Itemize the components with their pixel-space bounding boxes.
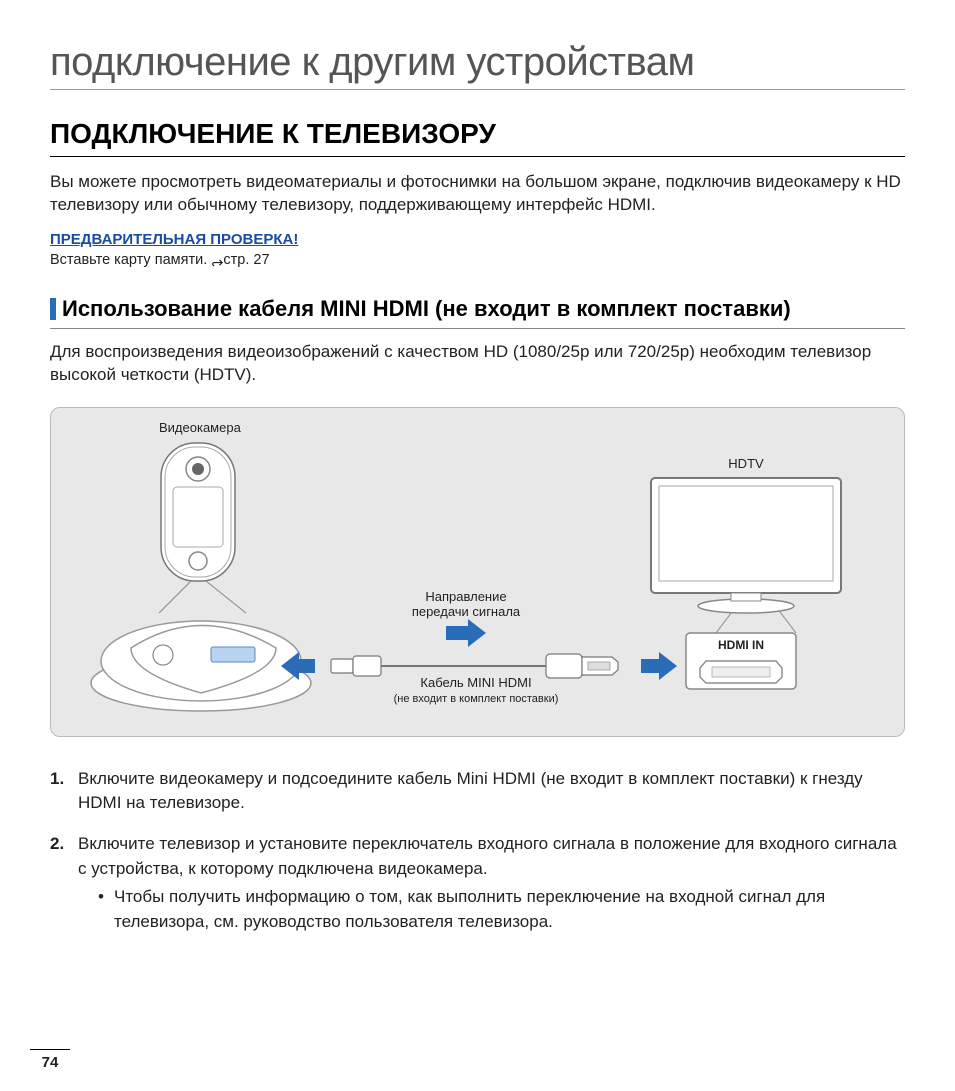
diagram-signal-label: Направление передачи сигнала bbox=[411, 590, 521, 620]
page-title: подключение к другим устройствам bbox=[50, 40, 905, 90]
cable-label-line2: (не входит в комплект поставки) bbox=[394, 693, 559, 705]
signal-label-line2: передачи сигнала bbox=[412, 604, 520, 619]
step-2-text: Включите телевизор и установите переключ… bbox=[78, 834, 897, 878]
diagram-camera-label: Видеокамера bbox=[159, 420, 239, 435]
intro-paragraph: Вы можете просмотреть видеоматериалы и ф… bbox=[50, 171, 905, 217]
step-2-sub-1: Чтобы получить информацию о том, как вып… bbox=[98, 885, 905, 934]
subsection-title: Использование кабеля MINI HDMI (не входи… bbox=[62, 296, 791, 321]
cable-label-line1: Кабель MINI HDMI bbox=[420, 675, 531, 690]
connection-diagram: Видеокамера HDTV Направление передачи си… bbox=[50, 407, 905, 737]
precheck-link[interactable]: ПРЕДВАРИТЕЛЬНАЯ ПРОВЕРКА! bbox=[50, 231, 298, 248]
precheck-note-prefix: Вставьте карту памяти. bbox=[50, 252, 211, 268]
arrow-icon: ↪ bbox=[211, 254, 223, 270]
signal-label-line1: Направление bbox=[425, 589, 506, 604]
precheck-note-page: стр. 27 bbox=[223, 252, 269, 268]
diagram-cable-label: Кабель MINI HDMI (не входит в комплект п… bbox=[371, 676, 581, 706]
steps-list: Включите видеокамеру и подсоедините кабе… bbox=[50, 767, 905, 935]
precheck-note: Вставьте карту памяти. ↪стр. 27 bbox=[50, 252, 905, 268]
step-2: Включите телевизор и установите переключ… bbox=[50, 832, 905, 935]
page-number: 74 bbox=[30, 1049, 70, 1071]
step-1: Включите видеокамеру и подсоедините кабе… bbox=[50, 767, 905, 816]
diagram-hdmi-in-label: HDMI IN bbox=[701, 638, 781, 652]
diagram-tv-label: HDTV bbox=[711, 456, 781, 471]
subsection-bar: Использование кабеля MINI HDMI (не входи… bbox=[50, 296, 905, 329]
step-2-sublist: Чтобы получить информацию о том, как вып… bbox=[78, 885, 905, 934]
section-title: ПОДКЛЮЧЕНИЕ К ТЕЛЕВИЗОРУ bbox=[50, 118, 905, 157]
subsection-desc: Для воспроизведения видеоизображений с к… bbox=[50, 341, 905, 387]
